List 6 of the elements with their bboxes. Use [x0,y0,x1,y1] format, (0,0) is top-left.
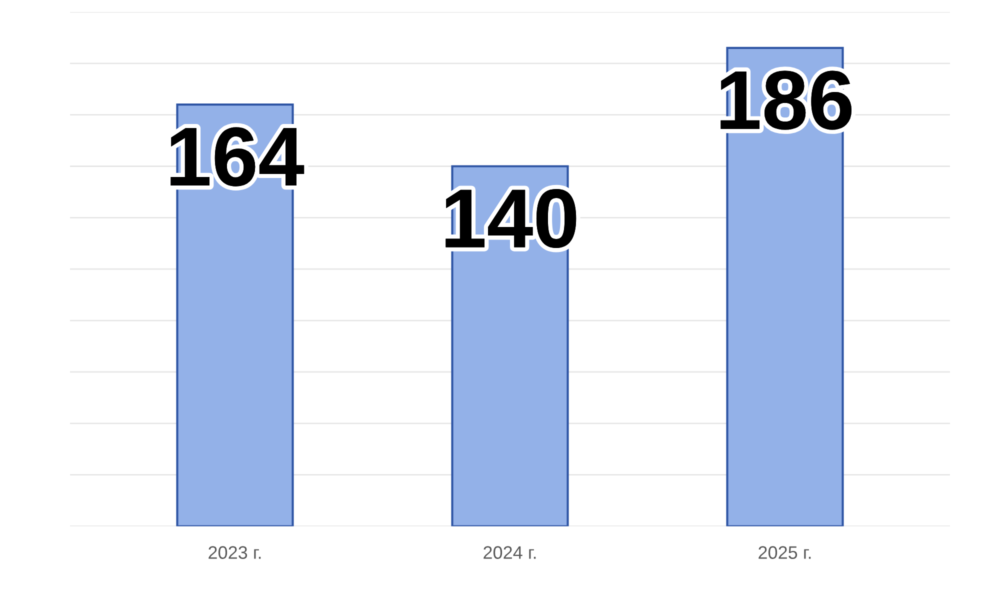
data-label: 164 [170,127,304,186]
data-label: 140 [446,189,576,248]
data-label: 186 [720,70,852,130]
x-tick-label: 2025 г. [758,546,811,559]
x-tick-label: 2023 г. [208,546,261,559]
x-tick-label: 2024 г. [484,546,536,559]
